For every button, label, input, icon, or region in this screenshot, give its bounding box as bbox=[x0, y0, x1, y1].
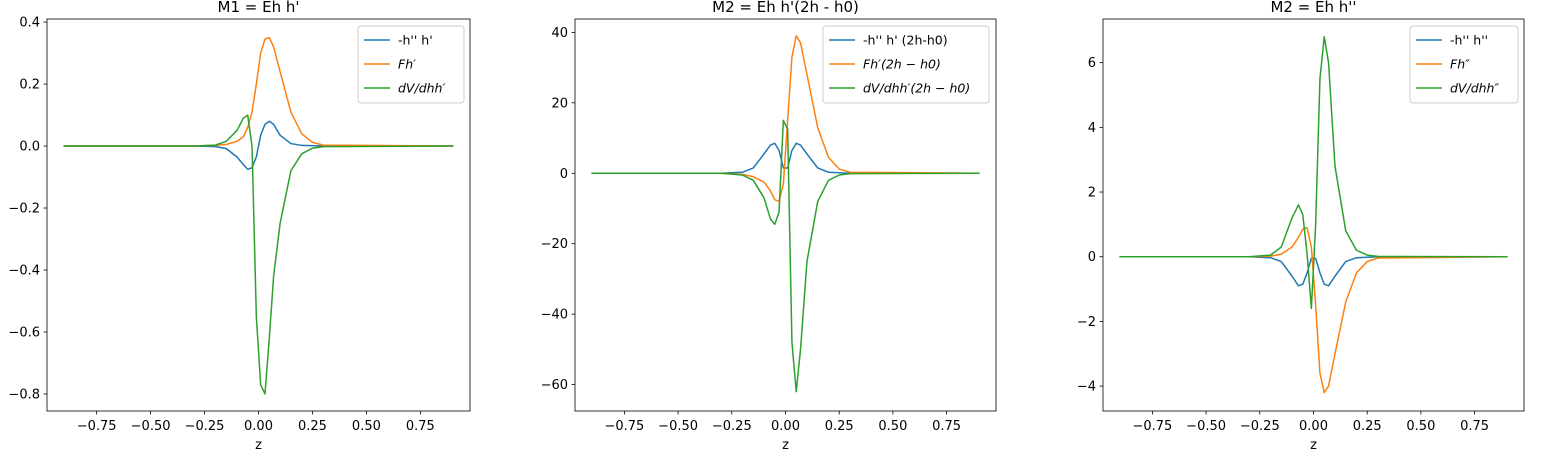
chart-title: M1 = Eh h' bbox=[218, 0, 300, 16]
x-tick-label: 0.00 bbox=[771, 419, 800, 434]
x-tick-label: 0.00 bbox=[244, 419, 273, 434]
chart-panel-2: −0.75 −0.50 −0.25 0.00 0.25 0.50 0.75 −60 −40 −20… bbox=[541, 0, 997, 450]
chart-panel-3: −0.75 −0.50 −0.25 0.00 0.25 0.50 0.75 −4 −2 0 2 4 6 M… bbox=[1077, 0, 1525, 450]
series-line-2 bbox=[1119, 226, 1508, 394]
x-tick-label: −0.75 bbox=[77, 419, 117, 434]
legend: -h'' h' Fh′ dV/dhh′ bbox=[357, 25, 465, 104]
x-axis-label: z bbox=[782, 438, 789, 450]
legend-label-2: Fh″ bbox=[1450, 57, 1470, 72]
chart-panel-1: −0.75 −0.50 −0.25 0.00 0.25 0.50 0.75 −0.8 −0.6 −… bbox=[8, 0, 471, 450]
x-tick-label: 0.75 bbox=[406, 419, 435, 434]
x-tick-label: 0.75 bbox=[1460, 419, 1489, 434]
series-group bbox=[591, 35, 980, 393]
y-tick-label: −0.8 bbox=[8, 387, 40, 402]
legend-box bbox=[822, 25, 990, 104]
y-tick-label: −40 bbox=[541, 308, 568, 323]
y-tick-label: −0.6 bbox=[8, 325, 40, 340]
y-tick-label: 40 bbox=[551, 26, 568, 41]
y-tick-label: −0.4 bbox=[8, 264, 40, 279]
y-tick-label: 6 bbox=[1088, 56, 1096, 71]
x-tick-label: −0.50 bbox=[1186, 419, 1226, 434]
x-tick-label: 0.25 bbox=[298, 419, 327, 434]
x-tick-label: 0.50 bbox=[1406, 419, 1435, 434]
y-tick-label: −2 bbox=[1077, 315, 1096, 330]
series-line-3 bbox=[591, 119, 980, 393]
x-tick-label: −0.25 bbox=[185, 419, 225, 434]
x-tick-label: −0.75 bbox=[604, 419, 644, 434]
x-tick-label: 0.25 bbox=[1353, 419, 1382, 434]
series-line-3 bbox=[63, 114, 454, 395]
y-tick-label: −20 bbox=[541, 237, 568, 252]
y-tick-label: 0 bbox=[1088, 250, 1096, 265]
legend-label-2: Fh′ bbox=[398, 57, 416, 72]
legend-label-1: -h'' h' bbox=[398, 33, 433, 48]
series-group bbox=[1119, 36, 1508, 394]
series-line-1 bbox=[63, 120, 454, 171]
x-tick-label: 0.00 bbox=[1299, 419, 1328, 434]
legend-label-1: -h'' h'' bbox=[1450, 33, 1488, 48]
legend: -h'' h'' Fh″ dV/dhh″ bbox=[1409, 25, 1519, 104]
x-tick-label: −0.25 bbox=[1240, 419, 1280, 434]
legend-box bbox=[357, 25, 465, 104]
legend-label-3: dV/dhh′ bbox=[398, 81, 445, 96]
x-tick-label: 0.50 bbox=[352, 419, 381, 434]
series-line-2 bbox=[591, 35, 980, 203]
y-tick-label: 0.2 bbox=[19, 78, 40, 93]
legend-label-1: -h'' h' (2h-h0) bbox=[863, 33, 948, 48]
y-tick-label: −60 bbox=[541, 378, 568, 393]
chart-title: M2 = Eh h'' bbox=[1270, 0, 1356, 16]
legend-box bbox=[1409, 25, 1519, 104]
legend: -h'' h' (2h-h0) Fh′(2h − h0) dV/dhh′(2h − … bbox=[822, 25, 990, 104]
chart-title: M2 = Eh h'(2h - h0) bbox=[712, 0, 859, 16]
y-tick-label: 0.0 bbox=[19, 140, 40, 155]
series-line-2 bbox=[63, 36, 454, 147]
y-tick-label: −0.2 bbox=[8, 202, 40, 217]
x-tick-label: 0.75 bbox=[932, 419, 961, 434]
x-tick-label: −0.25 bbox=[712, 419, 752, 434]
legend-label-3: dV/dhh″ bbox=[1450, 81, 1499, 96]
legend-label-3: dV/dhh′(2h − h0) bbox=[863, 81, 970, 96]
legend-label-2: Fh′(2h − h0) bbox=[863, 57, 941, 72]
x-axis-label: z bbox=[1310, 438, 1317, 450]
x-tick-label: 0.25 bbox=[825, 419, 854, 434]
y-tick-label: 2 bbox=[1088, 186, 1096, 201]
x-tick-label: −0.75 bbox=[1132, 419, 1172, 434]
x-tick-label: 0.50 bbox=[878, 419, 907, 434]
series-line-3 bbox=[1119, 36, 1508, 310]
series-group bbox=[63, 36, 454, 395]
x-tick-label: −0.50 bbox=[658, 419, 698, 434]
x-axis-label: z bbox=[255, 438, 262, 450]
y-tick-label: 0 bbox=[560, 167, 568, 182]
y-tick-label: 0.4 bbox=[19, 16, 40, 31]
y-tick-label: 20 bbox=[551, 96, 568, 111]
series-line-1 bbox=[591, 142, 980, 175]
x-tick-label: −0.50 bbox=[131, 419, 171, 434]
y-tick-label: 4 bbox=[1088, 121, 1096, 136]
y-tick-label: −4 bbox=[1077, 380, 1096, 395]
